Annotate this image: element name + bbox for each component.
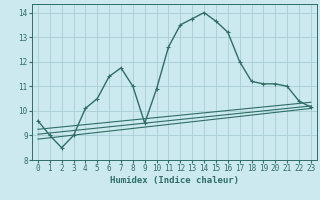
X-axis label: Humidex (Indice chaleur): Humidex (Indice chaleur) [110,176,239,185]
